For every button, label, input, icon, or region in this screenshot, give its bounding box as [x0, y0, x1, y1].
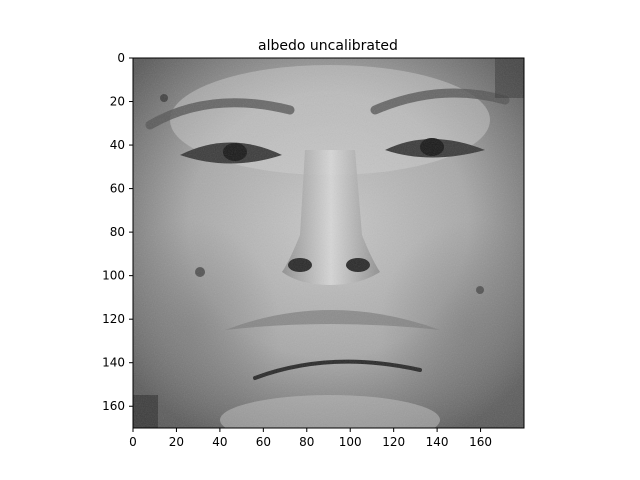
- x-tick-label: 120: [382, 435, 405, 449]
- x-tick-label: 60: [256, 435, 271, 449]
- x-axis: 0 20 40 60 80 100 120 140 160: [129, 428, 492, 449]
- y-tick-label: 20: [110, 95, 125, 109]
- y-tick-label: 120: [102, 312, 125, 326]
- x-tick-label: 40: [212, 435, 227, 449]
- y-tick-label: 0: [117, 51, 125, 65]
- figure-title: albedo uncalibrated: [258, 38, 398, 54]
- albedo-face-image: [133, 58, 524, 428]
- y-tick-label: 100: [102, 269, 125, 283]
- y-tick-label: 80: [110, 225, 125, 239]
- x-tick-label: 20: [169, 435, 184, 449]
- axes-frame: [132, 57, 525, 429]
- x-tick-label: 80: [299, 435, 314, 449]
- x-tick-label: 160: [469, 435, 492, 449]
- y-axis: 0 20 40 60 80 100 120 140 160: [102, 51, 133, 413]
- x-tick-label: 140: [426, 435, 449, 449]
- y-tick-label: 160: [102, 399, 125, 413]
- x-tick-label: 100: [339, 435, 362, 449]
- y-tick-label: 40: [110, 138, 125, 152]
- y-tick-label: 140: [102, 356, 125, 370]
- y-tick-label: 60: [110, 182, 125, 196]
- x-tick-label: 0: [129, 435, 137, 449]
